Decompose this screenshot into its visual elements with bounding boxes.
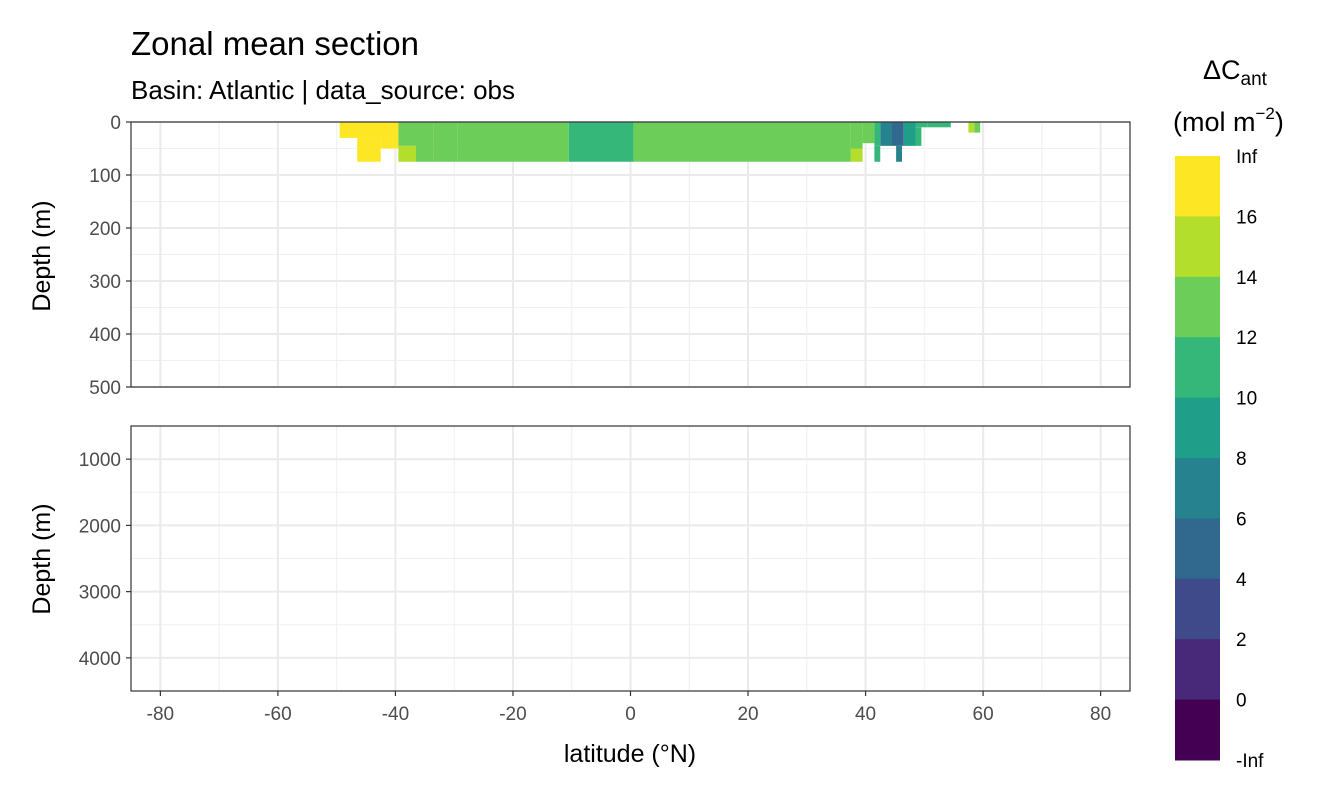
legend-break-label: 12 (1236, 328, 1257, 349)
data-cell (874, 122, 881, 146)
x-tick-label: -20 (499, 704, 526, 725)
x-tick-label: 20 (737, 704, 758, 725)
chart-title: Zonal mean section (131, 25, 419, 62)
data-cell (850, 148, 863, 162)
y-tick-label: 300 (89, 272, 121, 293)
y-tick-label: 100 (89, 166, 121, 187)
panel-border-upper (130, 121, 1131, 388)
y-tick-label: 400 (89, 325, 121, 346)
x-tick-label: 80 (1090, 704, 1111, 725)
legend-break-label: 4 (1236, 570, 1247, 591)
legend-key (1175, 337, 1220, 399)
legend-key (1175, 699, 1220, 761)
y-tick-label: 1000 (79, 450, 121, 471)
y-tick-label: 500 (89, 378, 121, 399)
x-tick-label: -40 (382, 704, 409, 725)
legend-units-pre: (mol m (1173, 107, 1256, 137)
data-cell (927, 122, 951, 128)
y-tick-label: 0 (110, 113, 121, 134)
data-cell (357, 137, 381, 162)
legend-break-label: 16 (1236, 207, 1257, 228)
x-tick-label: 60 (973, 704, 994, 725)
legend-title-main: ΔC (1203, 55, 1241, 85)
data-cell (339, 122, 399, 138)
legend-key (1175, 156, 1220, 217)
chart-subtitle: Basin: Atlantic | data_source: obs (131, 75, 515, 105)
legend-keys: Inf 16 14 12 10 8 6 4 2 0 -Inf (1175, 147, 1264, 772)
legend: ΔCant (mol m−2) Inf 16 14 12 10 8 6 4 2 0 -Inf (1173, 55, 1284, 772)
data-cell (896, 145, 902, 162)
data-cell (874, 145, 881, 162)
data-cell (892, 122, 904, 146)
data-cell (633, 122, 851, 162)
legend-title-subscript: ant (1241, 69, 1268, 90)
legend-break-label: 14 (1236, 268, 1258, 289)
legend-break-label: 0 (1236, 691, 1247, 712)
data-cell (850, 122, 863, 149)
legend-key (1175, 639, 1220, 701)
data-cell (915, 122, 928, 128)
x-tick-label: 0 (625, 704, 636, 725)
legend-break-label: -Inf (1236, 751, 1264, 772)
legend-key (1175, 216, 1220, 278)
x-tick-label: -80 (147, 704, 174, 725)
data-cell (568, 122, 634, 162)
y-axis-title-lower: Depth (m) (28, 503, 56, 614)
legend-units-superscript: −2 (1256, 104, 1275, 123)
y-tick-label: 3000 (79, 583, 121, 604)
x-tick-label: 40 (855, 704, 876, 725)
legend-title: ΔCant (1203, 55, 1268, 90)
x-axis-title: latitude (°N) (564, 740, 696, 768)
legend-break-label: 2 (1236, 630, 1247, 651)
data-cell (457, 122, 569, 162)
legend-break-label: Inf (1236, 147, 1258, 168)
x-tick-label: -60 (264, 704, 291, 725)
lower-panel: 1000 2000 3000 4000 -80 -60 -40 -20 0 20 40 60 80 (79, 425, 1131, 725)
y-tick-label: 200 (89, 219, 121, 240)
legend-units-post: ) (1275, 107, 1284, 137)
y-axis-title-upper: Depth (m) (28, 200, 56, 311)
data-cell (398, 145, 417, 162)
data-cell (433, 122, 458, 162)
upper-panel: 0 100 200 300 400 500 (89, 113, 1131, 399)
data-cell (880, 122, 893, 146)
data-cell (974, 122, 981, 133)
legend-break-label: 8 (1236, 449, 1247, 470)
data-cell (862, 122, 875, 144)
data-cell (398, 122, 417, 146)
y-tick-label: 2000 (79, 516, 121, 537)
data-cell (968, 122, 975, 133)
legend-key (1175, 518, 1220, 580)
legend-key (1175, 578, 1220, 640)
legend-key (1175, 458, 1220, 519)
legend-break-label: 6 (1236, 509, 1247, 530)
data-cell (416, 122, 434, 162)
legend-key (1175, 276, 1220, 338)
data-cell (903, 122, 916, 146)
y-tick-label: 4000 (79, 649, 121, 670)
legend-key (1175, 397, 1220, 459)
legend-units: (mol m−2) (1173, 104, 1284, 137)
data-cell (380, 137, 399, 149)
data-cell (915, 127, 922, 146)
legend-break-label: 10 (1236, 389, 1257, 410)
